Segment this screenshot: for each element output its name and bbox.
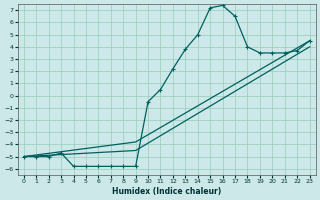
X-axis label: Humidex (Indice chaleur): Humidex (Indice chaleur)	[112, 187, 221, 196]
